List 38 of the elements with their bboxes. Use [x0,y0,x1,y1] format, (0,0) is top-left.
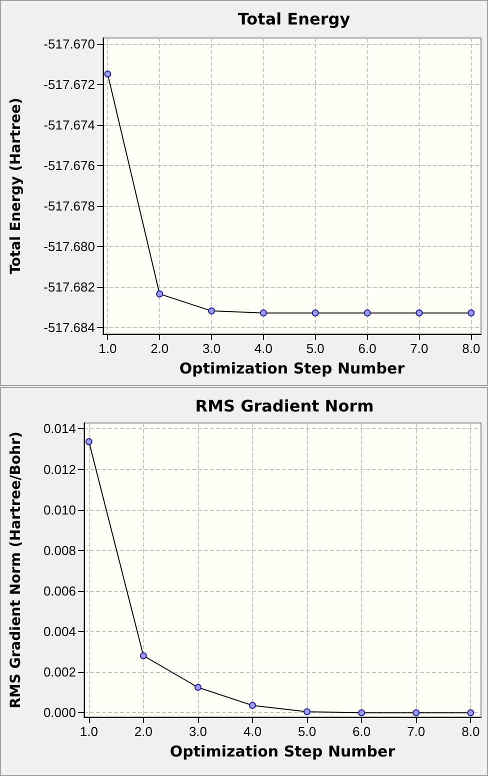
x-tick-label: 1.0 [98,341,117,356]
y-tick-label: -517.670 [44,36,95,52]
y-tick-label: 0.012 [43,462,76,477]
x-tick-label: 3.0 [202,341,221,356]
y-tick-label: 0.014 [43,421,76,436]
x-tick-label: 8.0 [462,341,480,356]
chart-title: RMS Gradient Norm [195,396,374,416]
y-tick-label: -517.676 [44,158,95,173]
y-tick-label: 0.010 [43,502,76,518]
chart-title: Total Energy [238,10,351,28]
x-tick-label: 4.0 [254,341,272,356]
y-tick-label: -517.672 [44,77,95,92]
x-tick-label: 5.0 [306,341,324,356]
y-tick-label: -517.678 [44,198,95,214]
y-tick-label: -517.674 [44,118,95,132]
x-tick-label: 7.0 [407,724,426,739]
x-tick-label: 8.0 [462,724,480,739]
x-tick-label: 3.0 [188,724,208,739]
y-tick-label: -517.682 [44,279,95,294]
x-tick-label: 2.0 [150,341,169,356]
x-tick-label: 1.0 [80,724,98,739]
y-tick-label: 0.006 [43,584,76,598]
x-axis-title: Optimization Step Number [170,742,396,760]
x-tick-label: 4.0 [243,724,262,739]
x-tick-label: 7.0 [410,341,428,356]
x-tick-label: 6.0 [352,724,371,739]
y-tick-label: 0.008 [43,542,76,558]
y-tick-label: 0.002 [43,664,76,680]
x-tick-label: 6.0 [358,341,376,356]
y-axis-title: RMS Gradient Norm (Hartree/Bohr) [8,432,24,708]
y-tick-label: -517.684 [44,320,95,335]
x-tick-label: 2.0 [134,724,152,739]
y-tick-label: -517.680 [44,238,95,254]
x-axis-title: Optimization Step Number [179,360,406,378]
y-tick-label: 0.004 [43,624,76,640]
x-tick-label: 5.0 [298,724,316,739]
y-axis-title: Total Energy (Hartree) [8,98,24,274]
y-tick-label: 0.000 [43,705,76,720]
